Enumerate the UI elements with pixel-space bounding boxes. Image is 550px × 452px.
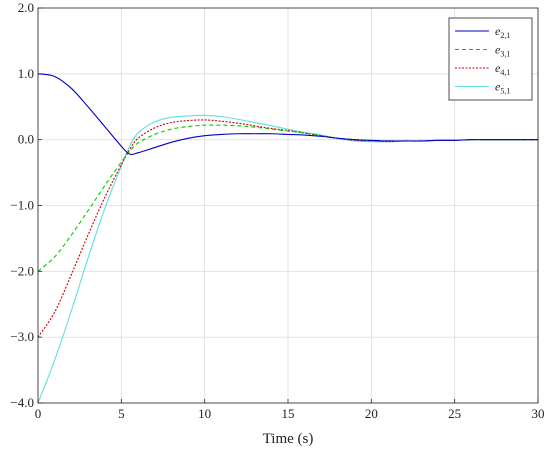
x-axis-label: Time (s) <box>263 431 314 447</box>
legend-label: e3,1 <box>495 43 510 59</box>
legend-box <box>448 17 533 101</box>
legend-label: e4,1 <box>495 61 510 77</box>
y-tick-label: 2.0 <box>18 0 34 15</box>
legend-label-subscript: 2,1 <box>500 31 510 40</box>
series-lines <box>37 73 538 404</box>
series-line-e2-1 <box>37 73 538 156</box>
legend-label-subscript: 4,1 <box>500 68 510 77</box>
series-line-e3-1 <box>37 124 538 272</box>
legend-label-name: e <box>495 24 501 38</box>
x-tick-label: 0 <box>35 406 42 421</box>
y-tick-label: −1.0 <box>10 198 34 213</box>
legend-label-name: e <box>495 80 501 94</box>
x-tick-label: 25 <box>448 406 461 421</box>
x-tick-label: 5 <box>118 406 125 421</box>
legend-label-subscript: 5,1 <box>500 87 510 96</box>
y-tick-label: 1.0 <box>18 66 34 81</box>
x-tick-label: 10 <box>198 406 211 421</box>
legend: e2,1e3,1e4,1e5,1 <box>448 17 533 101</box>
x-axis-ticks: 0 5 10 15 20 25 30 <box>35 399 545 421</box>
x-tick-label: 15 <box>282 406 295 421</box>
x-tick-label: 20 <box>365 406 378 421</box>
y-tick-label: −4.0 <box>10 395 34 410</box>
legend-label-name: e <box>495 43 501 57</box>
legend-label: e2,1 <box>495 24 510 40</box>
y-tick-label: −2.0 <box>10 263 34 278</box>
x-tick-label: 30 <box>532 406 545 421</box>
legend-label-subscript: 3,1 <box>500 50 510 59</box>
y-tick-label: −3.0 <box>10 329 34 344</box>
legend-label-name: e <box>495 61 501 75</box>
legend-label: e5,1 <box>495 80 510 96</box>
y-axis-ticks: −4.0 −3.0 −2.0 −1.0 0.0 1.0 2.0 <box>10 0 42 410</box>
y-tick-label: 0.0 <box>18 132 34 147</box>
